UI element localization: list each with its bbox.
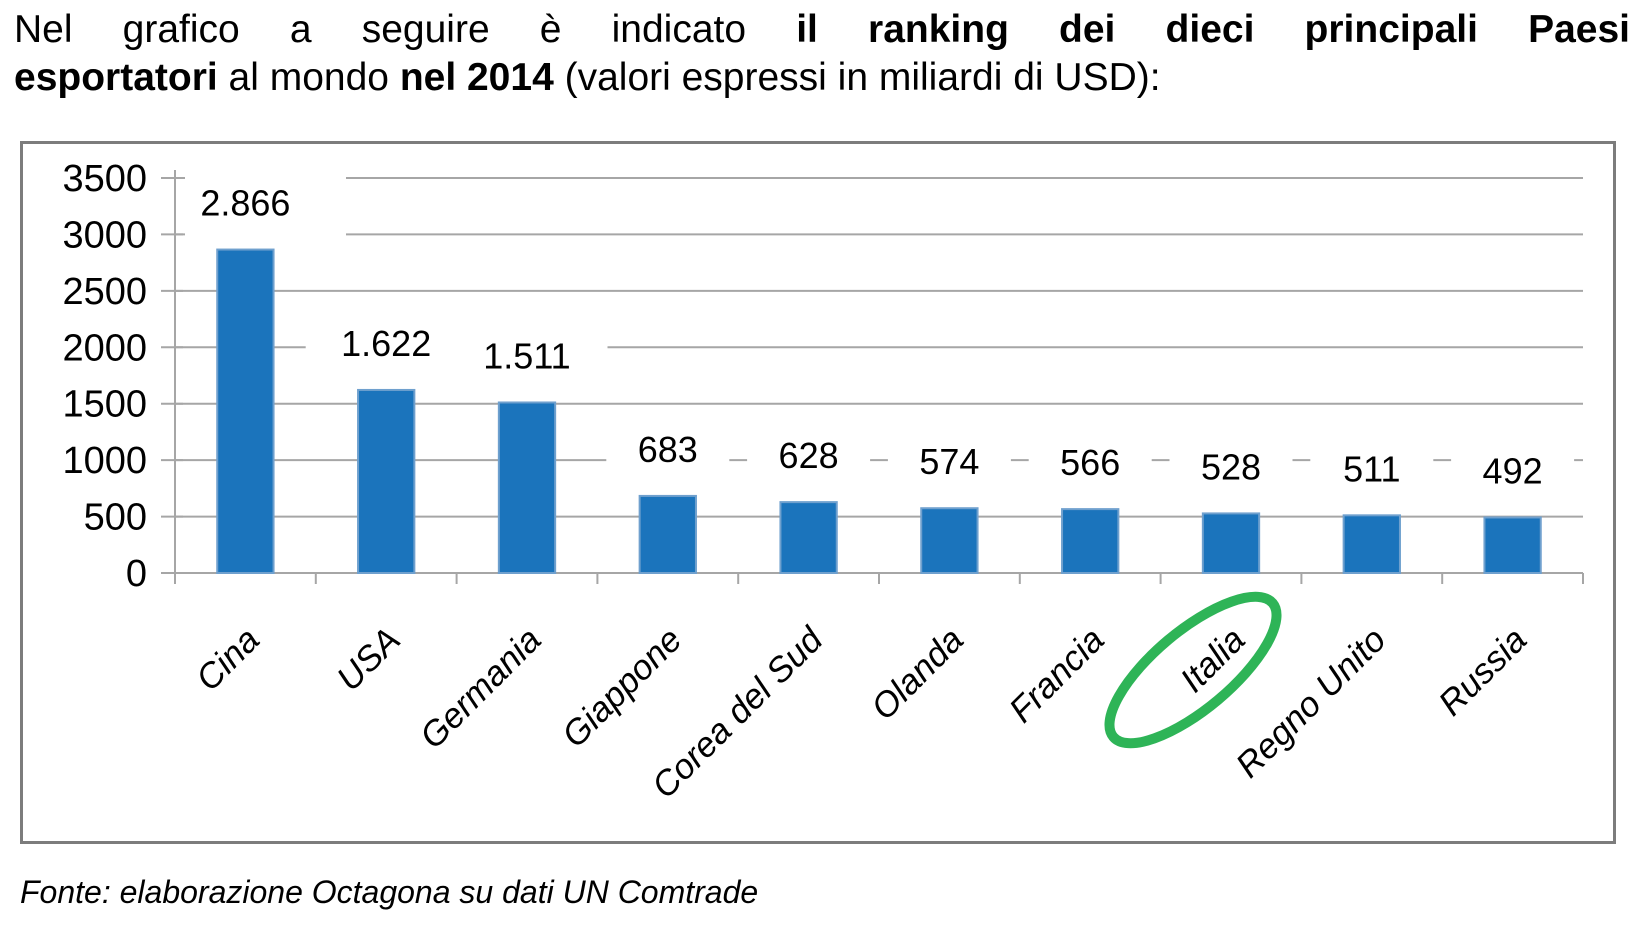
bar-label-box <box>1451 437 1575 506</box>
bar-usa <box>357 388 416 574</box>
bar-label-box <box>1169 433 1293 502</box>
x-category-label: Germania <box>412 620 548 756</box>
intro-segment: Nel grafico a seguire è indicato <box>14 8 797 51</box>
bar-label-box <box>887 428 1011 497</box>
bar-italia <box>1201 512 1261 575</box>
bar-label-box <box>305 309 467 378</box>
bar-value-label: 511 <box>1343 448 1400 489</box>
y-tick-label: 2500 <box>62 271 147 313</box>
bar-francia <box>1061 508 1120 575</box>
x-category-label: Cina <box>189 620 267 698</box>
y-tick-label: 1500 <box>62 384 147 426</box>
intro-segment-bold: nel 2014 <box>399 56 554 99</box>
intro-segment-bold: esportatori <box>14 56 218 99</box>
bar-value-label: 574 <box>919 441 979 482</box>
x-category-label: Russia <box>1431 620 1534 723</box>
x-category-label: USA <box>329 620 407 698</box>
bar-value-label: 2.866 <box>200 183 290 224</box>
source-note: Fonte: elaborazione Octagona su dati UN … <box>20 874 759 910</box>
bar-cina <box>216 248 275 575</box>
y-tick-label: 3000 <box>62 214 147 256</box>
bar-label-box <box>747 422 871 491</box>
y-tick-label: 1000 <box>62 440 147 482</box>
intro-segment-bold: il ranking dei dieci principali Paesi <box>796 8 1630 51</box>
x-category-label: Giappone <box>555 620 690 755</box>
bar-label-box <box>185 169 346 238</box>
bar-russia <box>1483 516 1542 574</box>
chart-frame: 2.866 1.622 1.511 683 628 574 566 528 511 492 0 500… <box>20 141 1616 844</box>
intro-line-2: esportatori al mondo nel 2014 (valori es… <box>14 54 1630 102</box>
intro-line-1: Nel grafico a seguire è indicato il rank… <box>14 6 1630 54</box>
bar-label-box <box>1310 435 1434 504</box>
bar-giappone <box>638 494 697 575</box>
intro-text: Nel grafico a seguire è indicato il rank… <box>14 6 1630 102</box>
x-category-label: Regno Unito <box>1228 620 1393 785</box>
y-tick-label: 2000 <box>62 327 147 369</box>
y-tick-label: 500 <box>84 497 147 539</box>
bar-value-label: 492 <box>1483 450 1543 491</box>
y-tick-label: 0 <box>126 553 147 595</box>
bar-label-box <box>1028 429 1152 498</box>
bar-olanda <box>920 507 979 574</box>
bar-corea-del-sud <box>779 501 838 574</box>
bar-regno-unito <box>1342 514 1401 574</box>
bar-value-label: 1.622 <box>341 323 431 364</box>
intro-segment: (valori espressi in miliardi di USD): <box>553 56 1161 99</box>
highlight-ellipse-italia <box>1104 591 1282 749</box>
bar-germania <box>497 401 557 575</box>
intro-segment: al mondo <box>217 56 400 99</box>
bar-value-label: 683 <box>638 429 698 470</box>
bar-chart: 2.866 1.622 1.511 683 628 574 566 528 511 492 0 500… <box>62 158 1584 806</box>
x-category-label: Olanda <box>864 620 971 727</box>
y-tick-label: 3500 <box>62 158 147 200</box>
bar-value-label: 528 <box>1201 446 1261 487</box>
bar-value-label: 1.511 <box>483 335 570 376</box>
bar-label-box <box>446 322 608 391</box>
bar-label-box <box>606 415 730 484</box>
bar-value-label: 566 <box>1060 442 1120 483</box>
bar-value-label: 628 <box>779 435 839 476</box>
x-category-label: Francia <box>1002 620 1112 730</box>
